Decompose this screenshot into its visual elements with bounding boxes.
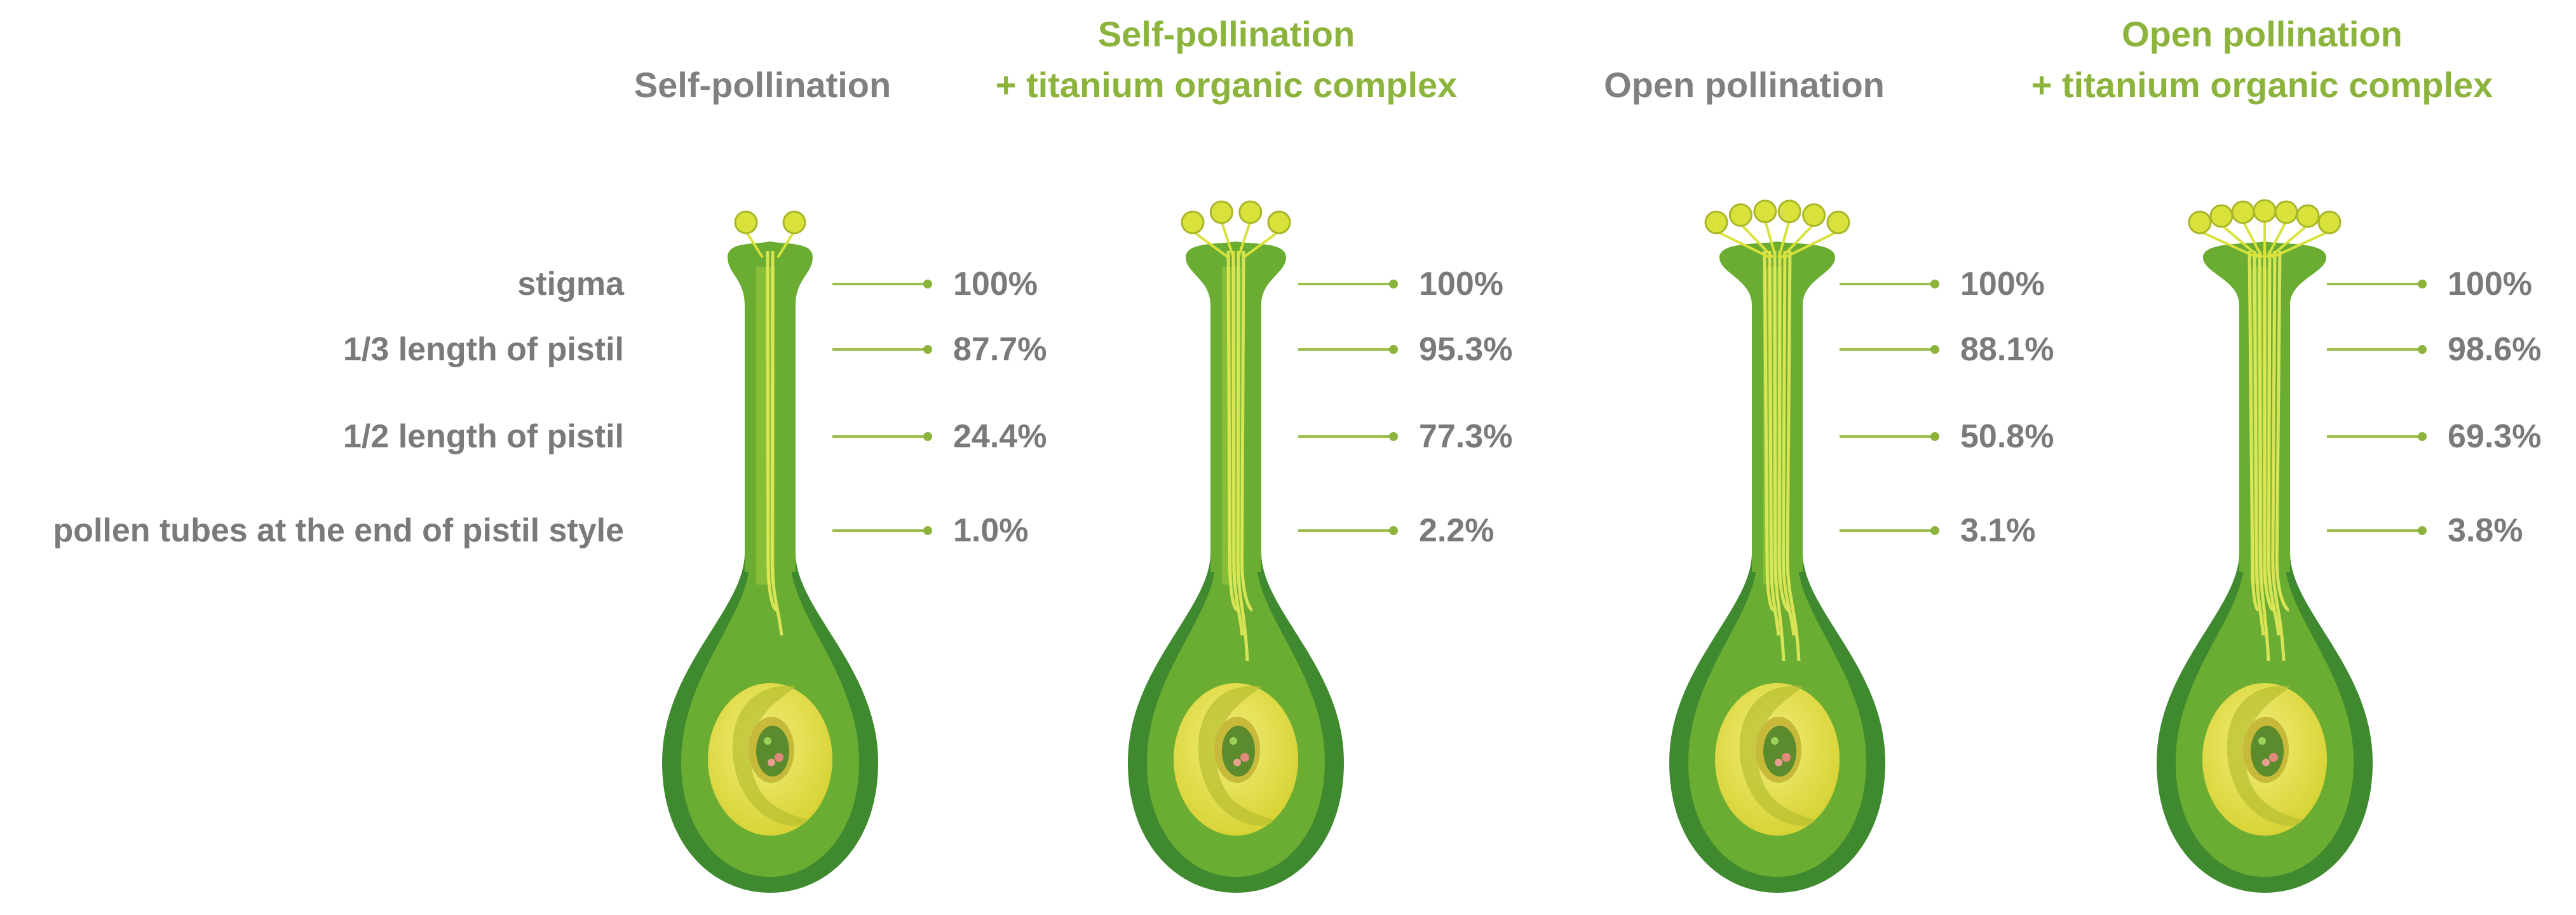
percentage-value: 87.7%	[953, 331, 1047, 368]
group-title-line1: Open pollination	[2122, 14, 2403, 54]
percentage-value: 69.3%	[2448, 418, 2542, 455]
group-title-line2: Open pollination	[1604, 65, 1885, 105]
percentage-value: 100%	[1419, 266, 1503, 302]
leader-dot	[1930, 345, 1939, 354]
group-title: Self-pollination	[477, 9, 1048, 111]
leader-dot	[1389, 345, 1398, 354]
percentage-value: 50.8%	[1960, 418, 2054, 455]
group-title-line1: Self-pollination	[1097, 14, 1355, 54]
leader-dot	[2418, 280, 2427, 288]
row-label: pollen tubes at the end of pistil style	[53, 512, 624, 549]
leader-dot	[1930, 526, 1939, 535]
leader-dot	[923, 280, 932, 288]
group-title-line2: Self-pollination	[634, 65, 891, 105]
row-label: 1/2 length of pistil	[342, 418, 624, 455]
leader-dot	[1389, 280, 1398, 288]
percentage-value: 98.6%	[2448, 331, 2542, 368]
leader-dot	[2418, 526, 2427, 535]
percentage-value: 100%	[1960, 266, 2045, 302]
percentage-value: 100%	[953, 266, 1038, 302]
leader-dot	[923, 526, 932, 535]
row-label: 1/3 length of pistil	[342, 331, 624, 368]
percentage-value: 2.2%	[1419, 512, 1495, 549]
percentage-value: 77.3%	[1419, 418, 1513, 455]
pistil-illustration	[1128, 200, 1344, 893]
leader-dot	[923, 432, 932, 441]
group-title-line2: + titanium organic complex	[995, 65, 1458, 105]
leader-dot	[2418, 432, 2427, 441]
percentage-value: 3.1%	[1960, 512, 2036, 549]
percentage-value: 1.0%	[953, 512, 1029, 549]
percentage-value: 24.4%	[953, 418, 1047, 455]
group-title: Open pollination + titanium organic compl…	[1976, 9, 2548, 111]
leader-dot	[923, 345, 932, 354]
percentage-value: 100%	[2448, 266, 2532, 302]
pistil-illustration	[2157, 199, 2373, 893]
percentage-value: 95.3%	[1419, 331, 1513, 368]
group-title: Open pollination	[1458, 9, 2030, 111]
leader-dot	[1930, 280, 1939, 288]
group-title-line1	[1458, 9, 2030, 60]
percentage-value: 88.1%	[1960, 331, 2054, 368]
percentage-value: 3.8%	[2448, 512, 2523, 549]
pistil-illustration	[662, 210, 878, 893]
leader-dot	[1389, 432, 1398, 441]
leader-dot	[2418, 345, 2427, 354]
leader-dot	[1930, 432, 1939, 441]
leader-dot	[1389, 526, 1398, 535]
pistil-illustration	[1669, 200, 1885, 893]
group-title-line2: + titanium organic complex	[2031, 65, 2493, 105]
group-title: Self-pollination + titanium organic compl…	[940, 9, 1512, 111]
row-label: stigma	[517, 266, 624, 302]
